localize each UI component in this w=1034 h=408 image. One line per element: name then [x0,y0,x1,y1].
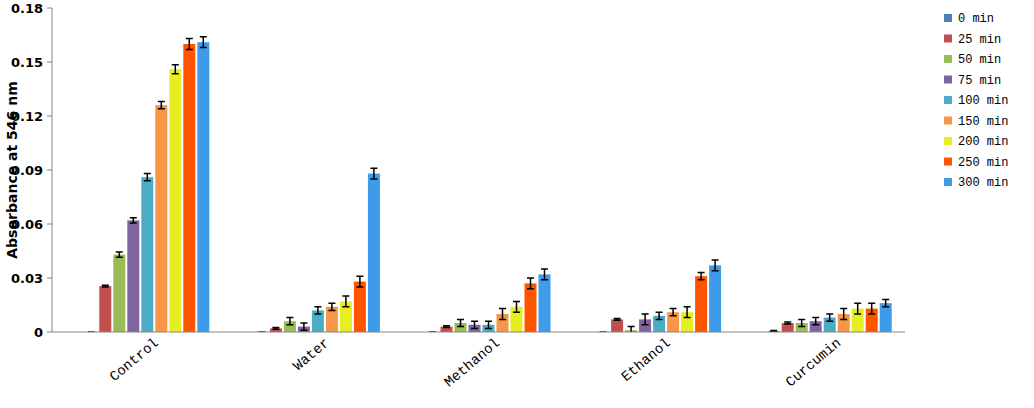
bar [270,328,282,332]
legend-swatch [944,76,952,84]
error-bar [840,309,847,320]
bar [183,44,195,332]
error-bar [670,309,677,316]
x-axis [52,332,905,333]
legend-label: 300 min [958,176,1008,190]
error-bar [513,301,520,312]
error-bar [684,307,691,318]
error-bar [541,269,548,280]
bar [695,276,707,332]
y-tick [47,170,52,171]
y-tick [47,8,52,9]
error-bar [614,319,621,321]
bar [709,265,721,332]
legend-swatch [944,178,952,186]
bar [155,105,167,332]
error-bar [784,322,791,324]
bar [141,177,153,332]
y-tick-label: 0.03 [11,271,43,286]
error-bar [172,65,179,74]
bar [441,327,453,332]
bar [354,282,366,332]
error-bar [854,303,861,314]
legend-label: 200 min [958,135,1008,149]
legend-swatch [944,14,952,22]
error-bar [443,326,450,328]
error-bar [499,309,506,320]
legend-label: 25 min [958,33,1001,47]
error-bar [342,296,349,307]
category-label: Water [290,335,332,374]
bar [99,286,111,332]
bar [611,319,623,332]
legend-label: 50 min [958,53,1001,67]
error-bar [356,276,363,287]
error-bar [300,323,307,330]
error-bar [628,327,635,332]
legend-label: 100 min [958,94,1008,108]
y-tick [47,332,52,333]
bar [197,42,209,332]
category-label: Methanol [441,335,503,390]
bar [368,174,380,332]
error-bar [826,314,833,321]
category-label: Ethanol [618,335,673,385]
error-bar [642,314,649,325]
error-bar [130,218,137,223]
legend-label: 0 min [958,12,994,26]
legend-swatch [944,158,952,166]
error-bar [698,273,705,280]
error-bar [328,303,335,310]
error-bar [656,312,663,319]
y-tick [47,116,52,117]
bar [113,255,125,332]
chart: 00.030.060.090.120.150.18Absorbance at 5… [0,0,1034,408]
y-tick-label: 0.18 [11,1,43,16]
bar [169,69,181,332]
error-bar [370,168,377,179]
error-bar [314,307,321,314]
error-bar [158,102,165,109]
bar [525,283,537,332]
legend-swatch [944,117,952,125]
error-bar [527,278,534,289]
legend-swatch [944,55,952,63]
error-bar [712,260,719,271]
bar [539,274,551,332]
error-bar [485,321,492,328]
error-bar [457,319,464,326]
error-bars [88,37,889,332]
error-bar [286,318,293,325]
bar [782,323,794,332]
legend-label: 150 min [958,115,1008,129]
error-bar [798,319,805,326]
error-bar [144,174,151,181]
error-bar [116,252,123,257]
legend-label: 75 min [958,74,1001,88]
error-bar [102,285,109,287]
category-label: Control [107,335,162,385]
legend-label: 250 min [958,156,1008,170]
y-axis-label: Absorbance at 546 nm [4,81,20,258]
y-tick [47,62,52,63]
bar [127,220,139,332]
legend-swatch [944,35,952,43]
error-bar [770,331,777,332]
legend-swatch [944,96,952,104]
y-tick-label: 0 [34,325,43,340]
error-bar [186,39,193,50]
error-bar [882,300,889,307]
legend-swatch [944,137,952,145]
category-label: Curcumin [782,335,844,390]
y-tick [47,278,52,279]
y-tick [47,224,52,225]
error-bar [812,318,819,325]
bars [99,42,891,332]
error-bar [200,37,207,48]
error-bar [868,303,875,314]
error-bar [471,321,478,328]
error-bar [272,328,279,330]
y-tick-label: 0.15 [11,55,43,70]
